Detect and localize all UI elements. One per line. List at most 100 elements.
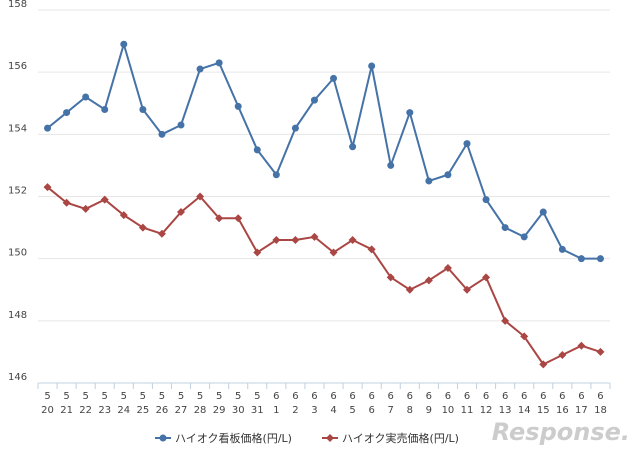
x-tick-month: 6 [578, 391, 584, 402]
point [539, 208, 547, 216]
x-tick-day: 25 [136, 405, 149, 416]
x-tick-day: 2 [292, 405, 298, 416]
point [215, 214, 224, 223]
point [444, 171, 452, 179]
x-tick-day: 20 [41, 405, 54, 416]
point [387, 161, 395, 169]
x-tick-month: 5 [82, 391, 88, 402]
x-tick-day: 18 [594, 405, 607, 416]
point [291, 236, 300, 245]
x-tick-month: 5 [159, 391, 165, 402]
x-tick-month: 6 [330, 391, 336, 402]
point [596, 347, 605, 356]
x-tick-day: 5 [349, 405, 355, 416]
x-tick-month: 6 [521, 391, 527, 402]
point [62, 198, 71, 207]
x-tick-month: 6 [597, 391, 603, 402]
x-tick-day: 1 [273, 405, 279, 416]
point [139, 105, 147, 113]
point [310, 96, 318, 104]
x-tick-day: 6 [368, 405, 374, 416]
legend-label: ハイオク実売価格(円/L) [342, 431, 459, 445]
point [577, 341, 586, 350]
x-tick-day: 13 [499, 405, 512, 416]
series-line [46, 186, 601, 366]
x-tick-month: 5 [178, 391, 184, 402]
point [100, 195, 109, 204]
point [272, 236, 281, 245]
x-tick-day: 23 [98, 405, 111, 416]
point [81, 204, 90, 213]
point [310, 232, 319, 241]
point [520, 332, 529, 341]
x-tick-day: 29 [213, 405, 226, 416]
x-tick-day: 21 [60, 405, 73, 416]
point [158, 130, 166, 138]
point [577, 255, 585, 263]
point [272, 171, 280, 179]
point [82, 93, 90, 101]
point [234, 214, 243, 223]
point [596, 255, 604, 263]
point [177, 121, 185, 129]
point [558, 351, 567, 360]
y-tick-label: 148 [8, 310, 27, 321]
point [196, 192, 205, 201]
point [43, 183, 52, 192]
x-tick-day: 14 [518, 405, 531, 416]
point [520, 233, 528, 241]
x-tick-month: 5 [121, 391, 127, 402]
point [501, 316, 510, 325]
point [157, 229, 166, 238]
point [253, 248, 262, 257]
x-tick-day: 7 [388, 405, 394, 416]
x-tick-month: 6 [407, 391, 413, 402]
point [291, 124, 299, 132]
x-tick-month: 5 [197, 391, 203, 402]
point [463, 140, 471, 148]
x-tick-month: 6 [559, 391, 565, 402]
x-tick-day: 4 [330, 405, 336, 416]
x-tick-day: 9 [426, 405, 432, 416]
x-tick-month: 6 [502, 391, 508, 402]
x-tick-day: 11 [461, 405, 474, 416]
point [425, 177, 433, 185]
point [63, 109, 71, 117]
point [101, 105, 109, 113]
x-tick-month: 5 [102, 391, 108, 402]
point [539, 360, 548, 369]
x-tick-month: 6 [540, 391, 546, 402]
point [253, 146, 261, 154]
point [120, 40, 128, 48]
point [349, 143, 357, 151]
y-tick-label: 156 [8, 61, 27, 72]
x-tick-month: 6 [292, 391, 298, 402]
point [330, 74, 338, 82]
x-tick-month: 5 [140, 391, 146, 402]
x-tick-day: 15 [537, 405, 550, 416]
point [424, 276, 433, 285]
x-tick-day: 28 [194, 405, 207, 416]
legend-marker [159, 434, 167, 442]
point [501, 224, 509, 232]
point [405, 285, 414, 294]
point [406, 109, 414, 117]
x-tick-day: 26 [156, 405, 169, 416]
x-tick-month: 5 [216, 391, 222, 402]
point [234, 102, 242, 110]
point [368, 62, 376, 70]
series-line [46, 40, 601, 260]
x-tick-day: 30 [232, 405, 245, 416]
point [482, 196, 490, 204]
point [215, 59, 223, 67]
x-tick-month: 5 [235, 391, 241, 402]
point [386, 273, 395, 282]
x-tick-month: 6 [368, 391, 374, 402]
y-tick-label: 152 [8, 186, 27, 197]
point [138, 223, 147, 232]
legend-label: ハイオク看板価格(円/L) [175, 431, 292, 445]
x-tick-month: 6 [445, 391, 451, 402]
point [558, 245, 566, 253]
point [119, 211, 128, 220]
